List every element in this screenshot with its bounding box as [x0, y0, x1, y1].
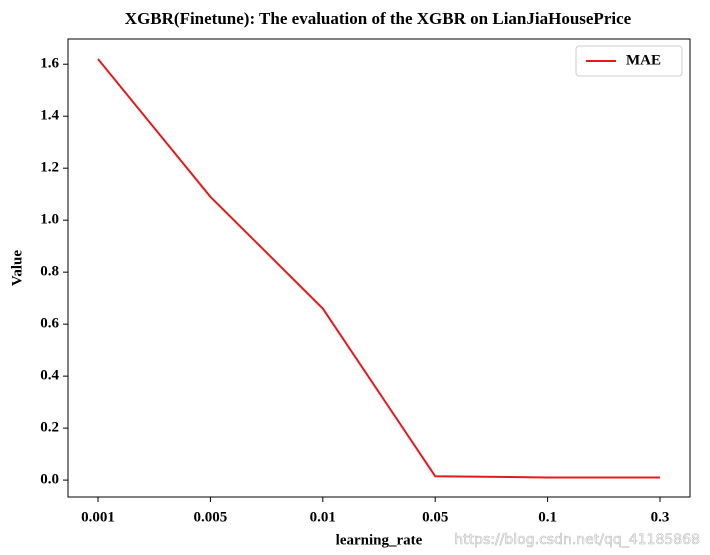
watermark: https://blog.csdn.net/qq_41185868: [454, 532, 700, 548]
x-tick-label: 0.1: [538, 509, 557, 525]
x-tick-label: 0.005: [194, 509, 228, 525]
y-tick-label: 1.2: [40, 160, 59, 176]
x-tick-label: 0.01: [310, 509, 336, 525]
data-line: [97, 58, 660, 479]
y-tick-label: 1.4: [40, 108, 59, 124]
x-tick-label: 0.05: [422, 509, 448, 525]
legend-box: [575, 45, 683, 77]
y-tick-label: 0.0: [40, 472, 59, 488]
legend-label: MAE: [626, 52, 661, 68]
x-axis-label: learning_rate: [336, 532, 423, 548]
y-tick-label: 0.6: [40, 316, 59, 332]
plot-frame: [67, 38, 691, 498]
y-tick-label: 1.6: [40, 56, 59, 72]
y-tick-label: 0.2: [40, 420, 59, 436]
x-tick-label: 0.3: [651, 509, 670, 525]
y-tick-label: 1.0: [40, 212, 59, 228]
y-tick-label: 0.4: [40, 368, 59, 384]
y-axis-label: Value: [9, 250, 25, 286]
chart-title: XGBR(Finetune): The evaluation of the XG…: [125, 9, 632, 28]
y-tick-label: 0.8: [40, 264, 59, 280]
x-tick-label: 0.001: [81, 509, 115, 525]
